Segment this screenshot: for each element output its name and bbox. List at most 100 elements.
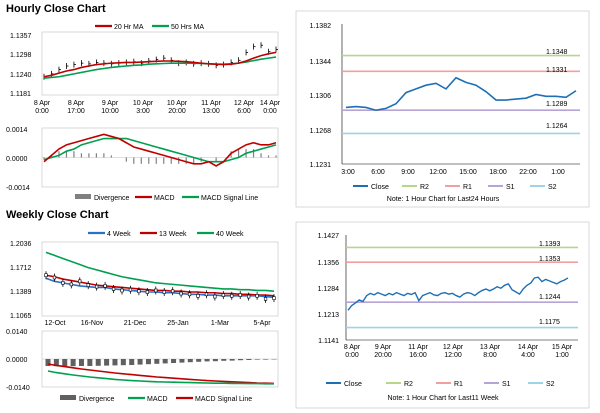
legend-macd: MACD [154,195,175,202]
weekly-divergence-bar [70,359,76,367]
weekly-price-plot-frame [41,241,279,317]
x-tick-date: 9 Apr [375,344,392,351]
level-label-r2: 1.1393 [539,241,561,248]
y-tick: 0.0014 [6,127,28,134]
x-tick-time: 10:00 [101,108,119,115]
y-tick: 1.1284 [318,286,340,293]
legend-s1: S1 [506,184,515,191]
weekly-macd-y-axis: 0.0140 0.0000 -0.0140 [6,329,30,392]
weekly-divergence-bar [238,359,244,361]
x-tick-time: 1:00 [555,352,569,359]
weekly-divergence-bar [95,359,101,366]
x-tick-date: 10 Apr [133,100,154,107]
hourly-macd-panel: 0.0014 0.0000 -0.0014 Divergence MACD MA… [6,127,279,202]
y-tick: 0.0140 [6,329,28,336]
legend-macd-signal: MACD Signal Line [201,195,258,202]
weekly-candle-body [238,293,242,297]
y-tick: 1.1344 [310,59,332,66]
x-tick: 10 Apr 3:00 [133,100,154,115]
x-tick-date: 13 Apr [480,344,501,351]
x-tick-date: 9 Apr [102,100,119,107]
level-label-s1: 1.1244 [539,294,561,301]
weekly-divergence-bar [120,359,126,366]
hourly-price-plot-frame [41,31,279,96]
hourly-close-line [345,76,577,112]
x-tick: 15:00 [459,169,477,176]
x-tick-time: 17:00 [67,108,85,115]
weekly-candle-body [69,282,73,287]
weekly-divergence-bar [145,359,151,365]
weekly-levels-frame [295,221,590,409]
y-tick: 1.1181 [10,91,31,98]
y-tick: 1.1712 [10,265,32,272]
x-tick: 11 Apr 13:00 [201,100,221,115]
x-tick-date: 14 Apr [260,100,281,107]
x-tick-time: 0:00 [263,108,277,115]
hourly-price-legend: 20 Hr MA 50 Hrs MA [95,24,204,31]
weekly-divergence-bar [204,359,210,362]
hourly-levels-labels: 1.1348 1.1331 1.1289 1.1264 [546,49,568,130]
x-tick-date: 10 Apr [167,100,188,107]
weekly-40-week-line [45,251,275,293]
weekly-divergence-bar [263,359,269,360]
weekly-candle-body [221,293,225,297]
legend-r2: R2 [420,184,429,191]
weekly-price-y-axis: 1.2036 1.1712 1.1389 1.1065 [10,241,32,320]
legend-macd-signal: MACD Signal Line [195,396,252,403]
x-tick-date: 12 Apr [443,344,464,351]
hourly-levels-x-axis: 3:00 6:00 9:00 12:00 15:00 18:00 22:00 1… [341,169,565,176]
y-tick: 1.1240 [10,72,32,79]
weekly-divergence-bar [187,359,193,363]
weekly-divergence-bar [137,359,143,365]
weekly-macd-legend: Divergence MACD MACD Signal Line [60,395,252,403]
x-tick-time: 8:00 [483,352,497,359]
x-tick: 15 Apr 1:00 [552,344,573,359]
weekly-candle-body [145,290,149,294]
legend-4-week: 4 Week [107,231,131,238]
hourly-levels-y-axis: 1.1382 1.1344 1.1306 1.1268 1.1231 [310,23,332,169]
weekly-candle-body [196,294,200,298]
y-tick: -0.0140 [6,385,30,392]
hourly-section-title: Hourly Close Chart [6,3,106,15]
hourly-levels-series [342,54,580,135]
legend-close: Close [344,381,362,388]
x-tick-time: 12:00 [444,352,462,359]
y-tick: 1.1231 [310,162,332,169]
x-tick-time: 4:00 [521,352,535,359]
x-tick: 25-Jan [167,320,189,327]
y-tick: 1.1298 [10,52,32,59]
weekly-candle-body [154,288,158,293]
weekly-4-week-line [45,277,275,299]
legend-40-week: 40 Week [216,231,244,238]
hourly-levels-note: Note: 1 Hour Chart for Last24 Hours [387,196,500,203]
weekly-candle-body [171,289,175,294]
weekly-candle-body [95,284,99,289]
hourly-levels-legend: Close R2 R1 S1 S2 [353,184,557,191]
y-tick: 0.0000 [6,357,28,364]
x-tick-date: 8 Apr [34,100,51,107]
x-tick-date: 8 Apr [68,100,85,107]
weekly-divergence-bar [212,359,218,362]
x-tick: 9 Apr 20:00 [374,344,392,359]
weekly-candle-body [187,292,192,297]
level-label-r2: 1.1348 [546,49,568,56]
weekly-divergence-bar [78,359,84,366]
legend-r1: R1 [463,184,472,191]
weekly-levels-labels: 1.1393 1.1353 1.1244 1.1175 [539,241,561,326]
hourly-levels-frame [295,10,590,208]
weekly-candle-body [61,281,65,285]
weekly-candle-body [111,287,116,291]
legend-swatch-divergence [60,395,76,400]
x-tick-time: 13:00 [202,108,220,115]
x-tick: 14 Apr 4:00 [518,344,539,359]
x-tick: 12-Oct [44,320,65,327]
weekly-price-series [44,251,276,303]
legend-swatch-divergence [75,194,91,199]
legend-close: Close [371,184,389,191]
y-tick: 1.1357 [10,33,32,40]
legend-50hrs-ma: 50 Hrs MA [171,24,204,31]
weekly-divergence-bar [254,359,260,360]
x-tick-date: 11 Apr [408,344,428,351]
level-label-s2: 1.1264 [546,123,568,130]
